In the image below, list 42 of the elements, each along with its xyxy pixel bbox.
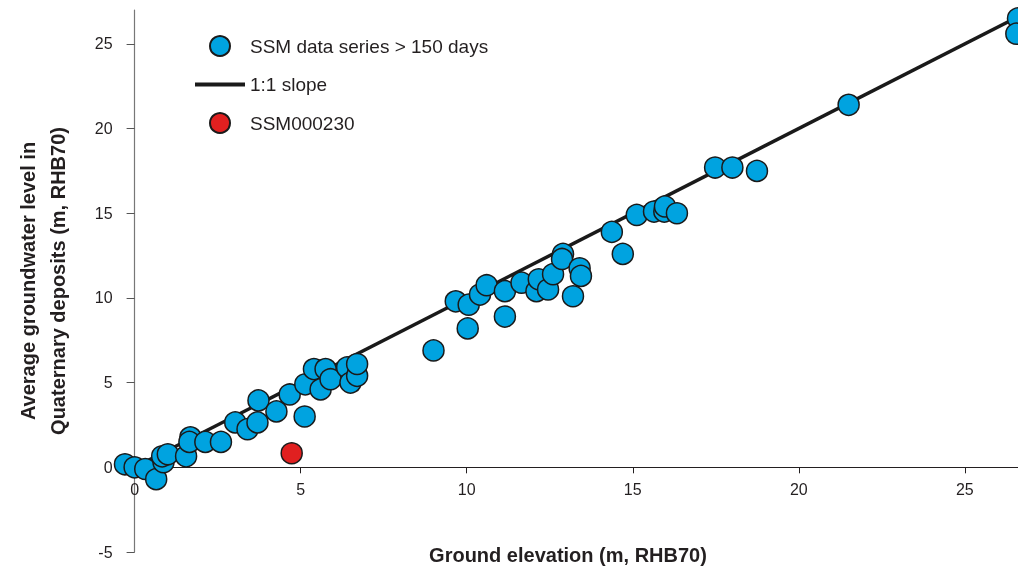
point	[246, 411, 269, 434]
point	[278, 383, 301, 406]
point	[345, 352, 369, 376]
point	[493, 279, 517, 303]
x-tick-label: 5	[296, 480, 306, 498]
point	[475, 273, 498, 297]
point	[561, 285, 585, 308]
point	[456, 317, 479, 340]
point	[665, 202, 689, 225]
y-tick-label: 20	[94, 120, 113, 138]
point	[280, 442, 303, 465]
legend-label: 1:1 slope	[250, 74, 328, 95]
y-axis-title: Average groundwater level in Quaternary deposits (m, RHB70)	[16, 127, 69, 435]
point	[265, 400, 288, 423]
y-tick-label: 10	[94, 289, 113, 307]
y-tick-label: 25	[94, 35, 113, 53]
point	[319, 367, 342, 391]
point	[293, 405, 316, 428]
legend-label: SSM000230	[250, 112, 355, 134]
y-tick-label: -5	[98, 543, 113, 561]
x-tick-label: 20	[789, 480, 808, 498]
point	[156, 443, 180, 466]
point	[550, 247, 574, 271]
point	[209, 430, 233, 454]
y-tick-label: 15	[94, 204, 113, 222]
legend-label: SSM data series > 150 days	[250, 35, 489, 57]
y-tick-label: 0	[103, 458, 113, 476]
x-axis-title: Ground elevation (m, RHB70)	[429, 544, 707, 567]
point	[600, 220, 624, 244]
y-tick-label: 5	[103, 374, 113, 392]
x-tick-label: 25	[955, 480, 974, 498]
point	[611, 242, 635, 266]
x-tick-label: 15	[623, 480, 642, 498]
point	[745, 159, 769, 183]
point	[144, 467, 168, 491]
point	[493, 305, 517, 328]
x-tick-label: 10	[457, 480, 476, 498]
point	[837, 93, 860, 117]
point	[247, 389, 270, 412]
point	[569, 264, 593, 288]
point	[721, 156, 744, 179]
point	[422, 339, 445, 362]
